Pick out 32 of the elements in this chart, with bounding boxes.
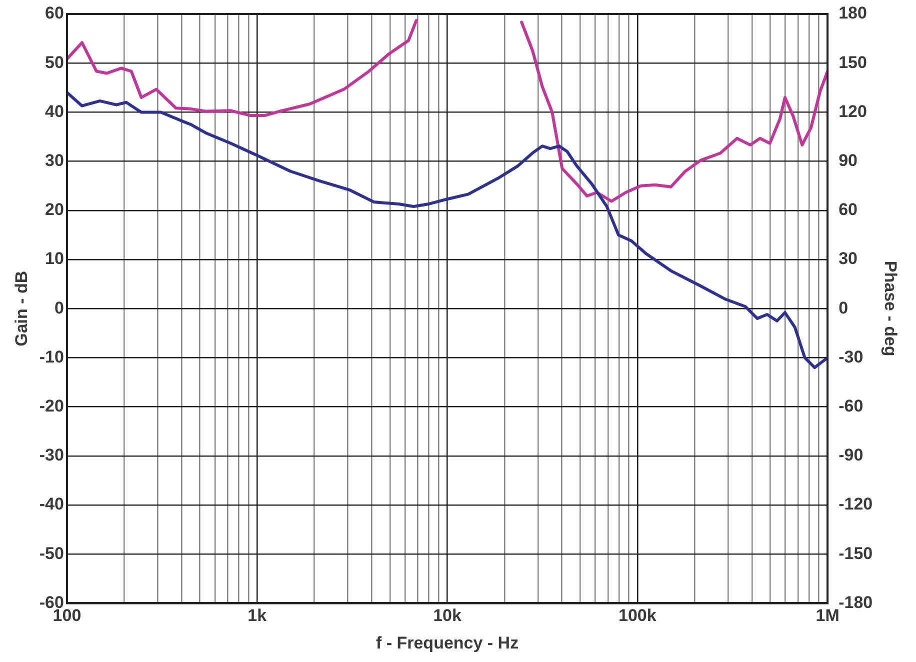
y-tick-label: 40 xyxy=(45,102,64,121)
y-tick-label: 30 xyxy=(45,150,64,170)
y2-tick-label: 30 xyxy=(838,249,858,268)
y-tick-label: -30 xyxy=(39,446,64,465)
y-tick-label: 10 xyxy=(45,249,64,268)
x-tick-label: 1M xyxy=(816,606,840,626)
y2-tick-label: 0 xyxy=(838,298,848,318)
y2-tick-label: -30 xyxy=(838,347,864,366)
y2-tick-label: 60 xyxy=(838,200,858,220)
y2-tick-label: -60 xyxy=(838,396,864,416)
y2-tick-label: -180 xyxy=(838,592,873,612)
y2-tick-label: 90 xyxy=(838,150,858,170)
y-tick-label: -40 xyxy=(39,494,64,514)
x-tick-label: 10k xyxy=(433,606,462,626)
y2-axis-title: Phase - deg xyxy=(881,260,900,356)
y-tick-label: -20 xyxy=(39,396,64,416)
x-axis-title: f - Frequency - Hz xyxy=(376,633,519,652)
y-tick-label: 20 xyxy=(45,200,64,220)
y-tick-label: 50 xyxy=(45,52,64,72)
y2-tick-label: -90 xyxy=(838,446,864,465)
y2-tick-label: 150 xyxy=(838,52,867,72)
y2-tick-label: 120 xyxy=(838,102,867,121)
x-tick-label: 100k xyxy=(618,606,657,626)
y-tick-label: -50 xyxy=(39,544,64,563)
y-axis-title: Gain - dB xyxy=(12,270,31,346)
y-tick-label: 60 xyxy=(45,4,64,23)
y-tick-label: 0 xyxy=(54,298,64,318)
y-tick-label: -10 xyxy=(39,347,64,366)
y2-tick-label: 180 xyxy=(838,4,867,23)
y2-tick-label: -150 xyxy=(838,544,873,563)
y2-tick-label: -120 xyxy=(838,494,873,514)
x-tick-label: 1k xyxy=(248,606,268,626)
